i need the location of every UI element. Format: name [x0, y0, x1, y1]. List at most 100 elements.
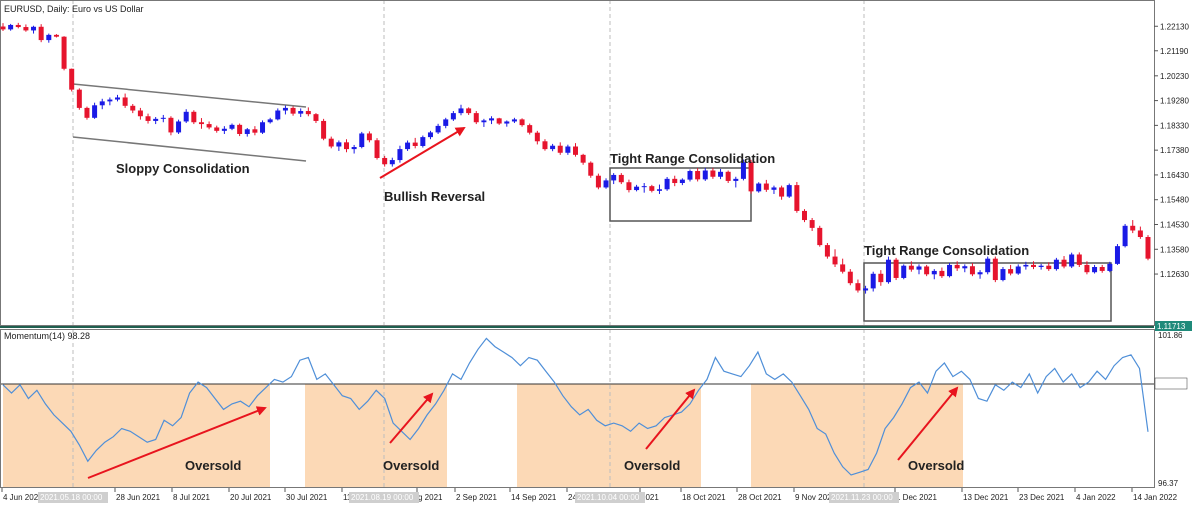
candle	[69, 68, 75, 92]
time-axis-label: 28 Jun 2021	[116, 493, 161, 502]
candle	[809, 217, 815, 232]
candle	[878, 270, 884, 286]
vertical-gridlines	[72, 0, 865, 488]
candle	[1084, 261, 1090, 275]
candle-body	[840, 264, 846, 272]
candle	[198, 118, 204, 129]
candle	[99, 98, 105, 110]
candle-body	[412, 142, 418, 146]
candle-body	[466, 108, 472, 114]
candle	[1069, 252, 1075, 269]
candle	[756, 182, 762, 193]
candle-body	[1145, 237, 1151, 259]
candle-body	[534, 132, 540, 142]
candle-body	[733, 178, 739, 181]
time-axis-label: 14 Sep 2021	[511, 493, 557, 502]
candle-body	[847, 271, 853, 284]
oversold-arrow-3	[645, 388, 696, 450]
candle-body	[679, 179, 685, 184]
candle-body	[1084, 264, 1090, 273]
channel-upper-line	[72, 83, 307, 108]
candle	[443, 117, 449, 129]
candle-body	[573, 146, 578, 155]
candle	[31, 25, 37, 34]
candle-body	[1092, 267, 1098, 273]
candle-body	[69, 68, 75, 90]
candle	[710, 167, 716, 179]
candle-body	[366, 133, 372, 141]
candle-body	[1069, 254, 1075, 267]
candle-body	[893, 259, 899, 278]
candle	[115, 94, 120, 102]
candle	[817, 225, 823, 247]
candle-body	[901, 265, 907, 278]
indicator-title: Momentum(14) 98.28	[4, 331, 90, 341]
candle-body	[61, 36, 67, 69]
candle	[359, 131, 365, 149]
candle	[687, 169, 693, 182]
candle-body	[817, 227, 823, 246]
candle	[496, 117, 502, 125]
candle-body	[687, 171, 693, 180]
price-pane-frame	[0, 0, 1155, 326]
candle	[641, 183, 647, 193]
time-axis-label: 2 Sep 2021	[456, 493, 497, 502]
time-axis-highlight-label: 2021.05.18 00:00	[40, 493, 103, 502]
candle-body	[313, 114, 319, 121]
candle	[672, 175, 678, 187]
candle-body	[878, 273, 884, 283]
candle-body	[595, 175, 601, 188]
candle	[664, 177, 670, 191]
candle-body	[450, 113, 456, 120]
candle-body	[802, 210, 807, 221]
time-axis-label: 4 Jun 202	[3, 493, 39, 502]
candle	[237, 123, 243, 137]
candle-body	[76, 89, 82, 108]
candle-body	[626, 182, 632, 191]
candle-body	[137, 110, 143, 117]
candle-body	[229, 124, 235, 129]
candle	[885, 256, 891, 284]
candle-body	[763, 183, 769, 190]
candle-body	[794, 185, 800, 211]
candle	[550, 143, 556, 152]
candle	[656, 184, 662, 194]
candle-body	[740, 162, 746, 179]
candle-body	[46, 34, 52, 41]
candle-body	[0, 26, 6, 30]
candle-body	[275, 110, 281, 120]
candle	[557, 142, 563, 155]
candle	[1092, 264, 1098, 274]
candle-body	[1008, 269, 1014, 274]
time-axis-label: 23 Dec 2021	[1019, 493, 1065, 502]
candle	[611, 173, 617, 185]
candle	[985, 256, 991, 275]
candle	[924, 264, 930, 277]
price-axis-label: 1.21190	[1160, 47, 1189, 56]
candle	[466, 107, 472, 115]
candlestick-series	[0, 22, 1151, 294]
candle-body	[779, 187, 785, 197]
candle-body	[344, 142, 349, 150]
candle-body	[1107, 263, 1113, 271]
candle-body	[443, 119, 449, 126]
candle-body	[221, 128, 227, 131]
candle	[160, 114, 166, 123]
candle-body	[176, 121, 182, 133]
candle	[740, 159, 746, 181]
candle	[1053, 257, 1059, 271]
price-axis-label: 1.16430	[1160, 171, 1189, 180]
bullish-reversal-arrow	[379, 126, 466, 179]
candle	[427, 130, 433, 140]
candle	[870, 271, 876, 292]
candle-body	[725, 171, 731, 181]
candle	[46, 33, 52, 43]
candle	[794, 181, 800, 213]
candle	[649, 184, 655, 193]
annotation-oversold-4: Oversold	[908, 458, 964, 473]
candle-body	[31, 26, 37, 31]
candle	[1008, 264, 1014, 276]
candle-body	[15, 24, 21, 28]
candle-body	[99, 101, 105, 106]
candle	[458, 104, 464, 116]
